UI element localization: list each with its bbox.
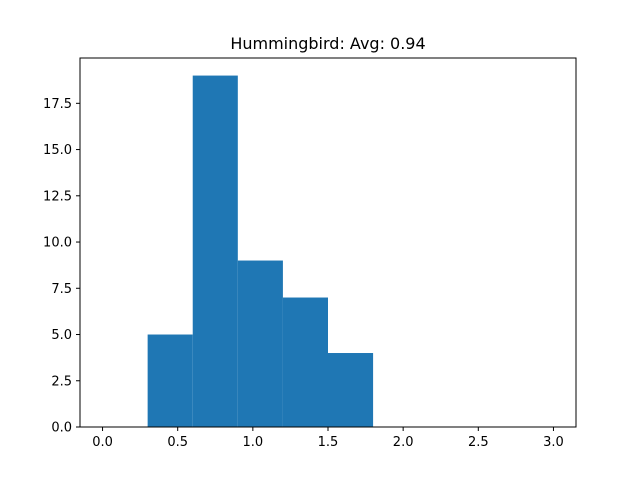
y-axis: 0.0 2.5 5.0 7.5 10.0 12.5 15.0 17.5	[43, 97, 80, 436]
histogram-bar	[237, 260, 283, 427]
x-tick-label: 1.0	[243, 435, 264, 450]
histogram-bar	[328, 353, 374, 427]
x-axis: 0.0 0.5 1.0 1.5 2.0 2.5 3.0	[92, 427, 564, 450]
y-tick-label: 12.5	[43, 189, 72, 204]
bars-group	[147, 75, 374, 428]
y-tick-label: 0.0	[51, 421, 72, 436]
x-tick-label: 0.5	[167, 435, 188, 450]
y-tick-label: 2.5	[51, 374, 72, 389]
x-tick-label: 2.5	[468, 435, 489, 450]
histogram-bar	[192, 75, 238, 428]
y-tick-label: 5.0	[51, 328, 72, 343]
x-tick-label: 0.0	[92, 435, 113, 450]
y-tick-label: 17.5	[43, 97, 72, 112]
histogram-bar	[147, 334, 193, 427]
y-tick-label: 10.0	[43, 236, 72, 251]
x-tick-label: 3.0	[543, 435, 564, 450]
x-tick-label: 1.5	[318, 435, 339, 450]
y-tick-label: 15.0	[43, 143, 72, 158]
chart-title: Hummingbird: Avg: 0.94	[230, 34, 425, 53]
histogram-bar	[282, 297, 328, 427]
y-tick-label: 7.5	[51, 282, 72, 297]
x-tick-label: 2.0	[393, 435, 414, 450]
